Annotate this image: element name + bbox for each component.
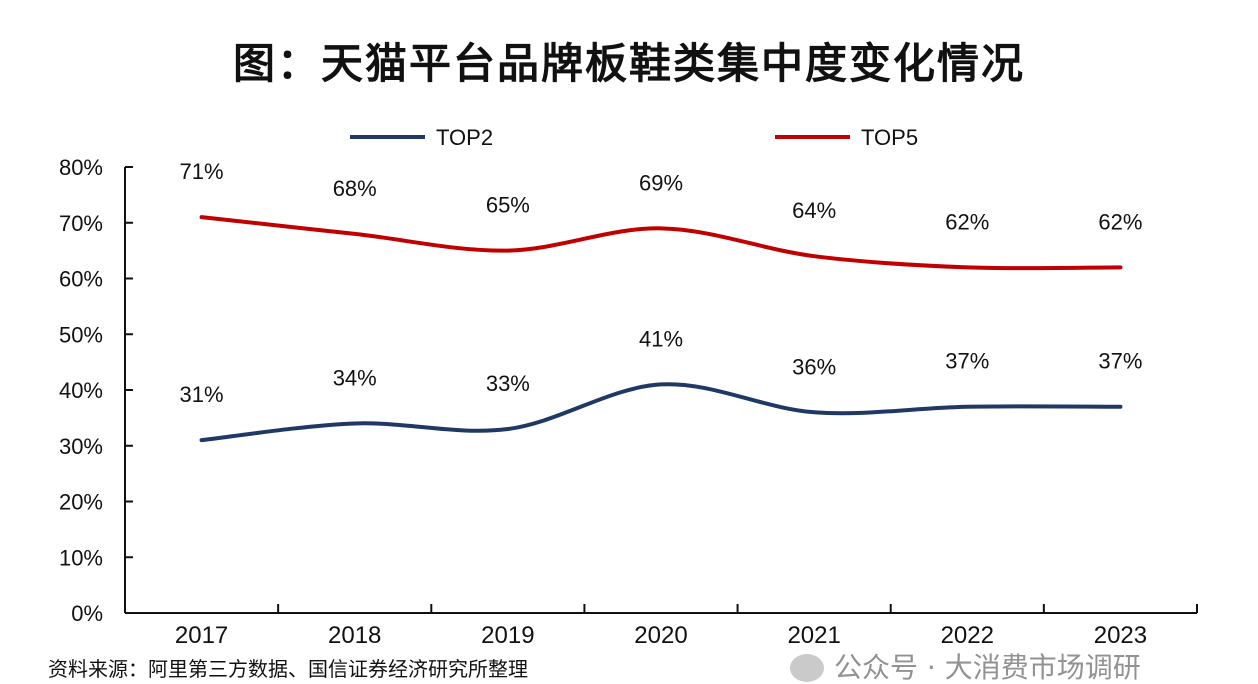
legend-label: TOP2 bbox=[436, 125, 493, 150]
data-label: 71% bbox=[180, 159, 224, 184]
data-label: 62% bbox=[945, 209, 989, 234]
series-line-TOP5 bbox=[199, 215, 1123, 271]
y-tick-label: 70% bbox=[59, 211, 103, 236]
data-label: 41% bbox=[639, 326, 683, 351]
data-label: 34% bbox=[333, 365, 377, 390]
data-label: 68% bbox=[333, 176, 377, 201]
data-label: 62% bbox=[1098, 209, 1142, 234]
y-tick-label: 60% bbox=[59, 267, 103, 292]
x-tick-label: 2019 bbox=[481, 622, 534, 649]
y-tick-label: 10% bbox=[59, 545, 103, 570]
wechat-icon bbox=[790, 654, 824, 682]
legend-label: TOP5 bbox=[861, 125, 918, 150]
x-tick-label: 2023 bbox=[1094, 622, 1147, 649]
series-line-TOP2 bbox=[199, 382, 1123, 443]
chart-title: 图：天猫平台品牌板鞋类集中度变化情况 bbox=[232, 39, 1025, 88]
data-label: 37% bbox=[945, 349, 989, 374]
data-label: 69% bbox=[639, 170, 683, 195]
watermark: 公众号 · 大消费市场调研 bbox=[790, 652, 1141, 684]
x-tick-label: 2018 bbox=[328, 622, 381, 649]
x-tick-label: 2017 bbox=[175, 622, 228, 649]
y-tick-label: 50% bbox=[59, 322, 103, 347]
source-note: 资料来源：阿里第三方数据、国信证券经济研究所整理 bbox=[48, 657, 528, 681]
data-label: 64% bbox=[792, 198, 836, 223]
y-tick-label: 30% bbox=[59, 434, 103, 459]
data-label: 33% bbox=[486, 371, 530, 396]
watermark-text: 公众号 · 大消费市场调研 bbox=[834, 651, 1141, 684]
y-tick-label: 40% bbox=[59, 378, 103, 403]
data-label: 37% bbox=[1098, 349, 1142, 374]
data-label: 65% bbox=[486, 193, 530, 218]
data-label: 31% bbox=[180, 382, 224, 407]
x-tick-label: 2021 bbox=[787, 622, 840, 649]
x-tick-label: 2020 bbox=[634, 622, 687, 649]
y-tick-label: 20% bbox=[59, 490, 103, 515]
x-tick-label: 2022 bbox=[941, 622, 994, 649]
y-tick-label: 0% bbox=[71, 601, 103, 626]
data-label: 36% bbox=[792, 354, 836, 379]
y-tick-label: 80% bbox=[59, 155, 103, 180]
